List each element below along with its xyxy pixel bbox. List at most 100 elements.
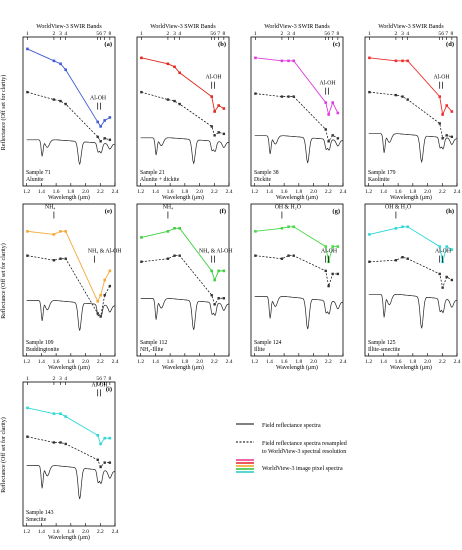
resampled-point bbox=[222, 297, 226, 300]
annotation-label: Al-OH bbox=[435, 249, 452, 255]
mineral-label: Dickite bbox=[254, 177, 271, 183]
x-tick-label: 1.6 bbox=[167, 359, 174, 365]
x-tick-label: 1.6 bbox=[395, 359, 402, 365]
x-tick-label: 2.4 bbox=[112, 189, 119, 195]
plot-frame bbox=[364, 36, 458, 187]
resampled-point bbox=[438, 122, 441, 125]
band-label: 6 bbox=[441, 31, 444, 37]
band-label: 3 bbox=[59, 376, 62, 382]
resampled-spectrum-line bbox=[27, 436, 110, 468]
pixel-point bbox=[222, 269, 226, 273]
legend-resampled-label-2: to WorldView-3 spectral resolution bbox=[262, 449, 346, 455]
resampled-point bbox=[401, 256, 404, 259]
legend-field-label: Field reflectance spectra bbox=[262, 422, 321, 429]
resampled-point bbox=[166, 257, 170, 260]
pixel-point bbox=[108, 436, 112, 440]
x-axis-label: Wavelength (μm) bbox=[48, 364, 90, 371]
resampled-point bbox=[103, 137, 106, 140]
annotation-label: NH₄ & Al-OH bbox=[199, 249, 233, 255]
band-label: 2 bbox=[53, 31, 56, 37]
band-label: 1 bbox=[26, 376, 29, 382]
band-label: 3 bbox=[287, 31, 290, 37]
x-tick-label: 1.4 bbox=[266, 189, 273, 195]
plot-frame bbox=[22, 381, 116, 527]
resampled-point bbox=[254, 254, 257, 257]
panel-letter: (h) bbox=[446, 208, 454, 215]
resampled-point bbox=[406, 257, 409, 260]
band-label: 8 bbox=[108, 376, 111, 382]
x-tick-label: 1.8 bbox=[181, 189, 188, 195]
pixel-point bbox=[406, 225, 409, 229]
resampled-point bbox=[292, 95, 295, 98]
resampled-point bbox=[103, 461, 106, 464]
x-tick-label: 1.8 bbox=[295, 359, 302, 365]
resampled-point bbox=[217, 131, 220, 134]
band-label: 2 bbox=[167, 31, 170, 37]
pixel-spectrum-line bbox=[27, 48, 111, 128]
resampled-point bbox=[26, 435, 29, 438]
x-tick-label: 2.2 bbox=[97, 529, 104, 535]
top-axis-title: WorldView-3 SWIR Bands bbox=[36, 24, 102, 30]
band-label: 8 bbox=[108, 31, 111, 37]
mineral-label: Illite-smectite bbox=[368, 347, 401, 353]
x-tick-label: 1.6 bbox=[395, 189, 402, 195]
pixel-spectrum-line bbox=[27, 230, 111, 303]
pixel-point bbox=[173, 227, 176, 230]
legend: Field reflectance spectra Field reflecta… bbox=[236, 422, 347, 473]
resampled-point bbox=[327, 284, 330, 288]
resampled-point bbox=[450, 135, 454, 139]
x-tick-label: 1.2 bbox=[365, 359, 372, 365]
mineral-label: Buddingtonite bbox=[26, 347, 60, 353]
pixel-point bbox=[324, 101, 328, 104]
pixel-point bbox=[166, 230, 170, 233]
resampled-point bbox=[64, 442, 67, 446]
field-spectrum-line bbox=[26, 465, 115, 500]
band-label: 7 bbox=[217, 31, 220, 37]
panel-f: 1.2 1.4 1.6 1.8 2.0 2.2 2.4 Wavelength (μm) (f) N… bbox=[136, 203, 233, 371]
resampled-point bbox=[368, 90, 371, 94]
pixel-point bbox=[401, 225, 404, 229]
resampled-point bbox=[140, 260, 143, 263]
field-spectrum-line bbox=[140, 137, 230, 165]
panel-letter: (e) bbox=[105, 208, 112, 215]
x-tick-label: 2.0 bbox=[196, 359, 203, 365]
y-axis-label: Reflectance (Off set for clarity) bbox=[0, 243, 7, 319]
x-tick-label: 2.2 bbox=[211, 189, 218, 195]
pixel-point bbox=[217, 269, 220, 273]
pixel-point bbox=[445, 104, 448, 107]
pixel-point bbox=[401, 59, 404, 63]
resampled-spectrum-line bbox=[369, 91, 452, 139]
pixel-point bbox=[103, 436, 106, 440]
sample-label: Sample 109 bbox=[26, 340, 54, 346]
resampled-point bbox=[178, 254, 181, 257]
band-label: 5 bbox=[438, 31, 441, 37]
x-axis-label: Wavelength (μm) bbox=[162, 194, 204, 201]
x-tick-label: 1.6 bbox=[167, 189, 174, 195]
pixel-point bbox=[368, 233, 371, 236]
resampled-point bbox=[173, 254, 176, 257]
x-tick-label: 2.4 bbox=[226, 359, 233, 365]
pixel-point bbox=[406, 59, 409, 63]
band-label: 8 bbox=[222, 31, 225, 37]
pixel-point bbox=[324, 245, 328, 248]
pixel-point bbox=[52, 59, 56, 63]
band-label: 1 bbox=[140, 31, 143, 37]
x-tick-label: 2.0 bbox=[424, 359, 431, 365]
pixel-point bbox=[287, 59, 290, 63]
resampled-point bbox=[166, 98, 170, 101]
pixel-point bbox=[64, 230, 67, 233]
resampled-point bbox=[394, 259, 398, 262]
pixel-point bbox=[140, 236, 143, 239]
pixel-point bbox=[96, 299, 100, 303]
annotation-label: Al-OH bbox=[91, 382, 108, 388]
x-tick-label: 2.0 bbox=[310, 189, 317, 195]
pixel-point bbox=[210, 269, 214, 273]
panel-letter: (i) bbox=[106, 386, 112, 393]
band-label: 6 bbox=[327, 31, 330, 37]
pixel-point bbox=[178, 227, 181, 230]
resampled-point bbox=[99, 140, 102, 143]
annotation-label: NH₄ & Al-OH bbox=[88, 249, 122, 255]
band-label: 8 bbox=[450, 31, 453, 37]
pixel-point bbox=[210, 95, 214, 98]
